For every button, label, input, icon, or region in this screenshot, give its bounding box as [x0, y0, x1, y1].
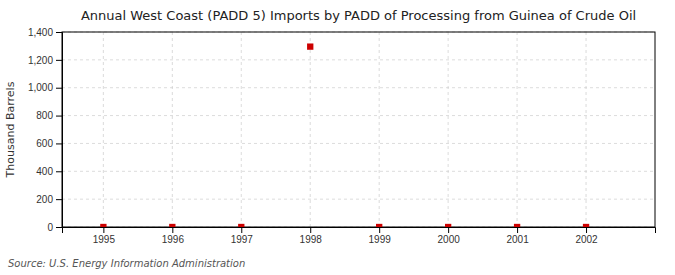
point — [376, 224, 382, 227]
tick: 0 — [47, 222, 62, 233]
grid-line — [62, 171, 655, 172]
axis-line — [63, 228, 656, 234]
grid-line — [62, 59, 655, 60]
point — [169, 224, 175, 227]
grid-line — [62, 115, 655, 116]
chart-svg: 1995 1996 1997 1998 1999 2000 2001 2002 0 200 400 6… — [0, 0, 675, 275]
tick: 1998 — [300, 227, 323, 245]
tick-label: 1995 — [93, 234, 116, 245]
tick: 1,000 — [28, 82, 62, 93]
title: Annual West Coast (PADD 5) Imports by PA… — [81, 8, 636, 23]
grid-line — [62, 87, 655, 88]
tick-mark — [517, 227, 518, 233]
tick-mark — [56, 60, 62, 61]
tick-mark — [241, 227, 242, 233]
grid-line — [62, 199, 655, 200]
grid — [62, 32, 655, 227]
tick-label: 600 — [36, 138, 53, 149]
tick-mark — [56, 116, 62, 117]
tick-mark — [172, 227, 173, 233]
tick: 2001 — [506, 227, 529, 245]
tick-mark — [56, 227, 62, 228]
tick-mark — [448, 227, 449, 233]
tick-label: 1,000 — [28, 82, 53, 93]
tick: 200 — [36, 194, 62, 205]
tick-label: 200 — [36, 194, 53, 205]
tick-mark — [56, 143, 62, 144]
point — [307, 43, 313, 49]
tick-mark — [56, 88, 62, 89]
grid-line — [586, 32, 587, 227]
tick: 1,400 — [28, 27, 62, 38]
tick-label: 1999 — [369, 234, 392, 245]
tick: 1997 — [231, 227, 254, 245]
y-axis: 0 200 400 600 800 1,000 1,200 1,400 — [28, 27, 63, 233]
tick-label: 800 — [36, 110, 53, 121]
tick: 1999 — [369, 227, 392, 245]
tick-label: 2001 — [506, 234, 529, 245]
tick-label: 2000 — [438, 234, 461, 245]
tick-mark — [56, 199, 62, 200]
tick-label: 1,400 — [28, 27, 53, 38]
annotation: Source: U.S. Energy Information Administ… — [8, 258, 245, 269]
point — [238, 224, 244, 227]
tick-mark — [56, 32, 62, 33]
tick-label: 0 — [47, 222, 53, 233]
tick-mark — [56, 171, 62, 172]
grid-line — [172, 32, 173, 227]
tick: 1,200 — [28, 55, 62, 66]
plot-area: 1995 1996 1997 1998 1999 2000 2001 2002 0 200 400 6… — [28, 27, 656, 245]
point — [100, 224, 106, 227]
tick-label: 1998 — [300, 234, 323, 245]
tick-mark — [103, 227, 104, 233]
tick: 600 — [36, 138, 62, 149]
grid-line — [103, 32, 104, 227]
tick-label: 400 — [36, 166, 53, 177]
tick-mark — [586, 227, 587, 233]
tick: 2002 — [575, 227, 598, 245]
y-axis-label: Thousand Barrels — [4, 81, 17, 178]
grid-line — [517, 32, 518, 227]
tick: 1996 — [162, 227, 185, 245]
axis-line — [56, 33, 63, 228]
tick: 2000 — [438, 227, 461, 245]
grid-line — [448, 32, 449, 227]
chart-container: 1995 1996 1997 1998 1999 2000 2001 2002 0 200 400 6… — [0, 0, 675, 275]
grid-line — [62, 143, 655, 144]
points — [100, 43, 589, 227]
grid-line — [310, 32, 311, 227]
tick-mark — [379, 227, 380, 233]
tick-label: 1997 — [231, 234, 254, 245]
tick: 800 — [36, 110, 62, 121]
plot-frame — [62, 32, 655, 227]
tick: 400 — [36, 166, 62, 177]
tick: 1995 — [93, 227, 116, 245]
grid-line — [379, 32, 380, 227]
point — [514, 224, 520, 227]
tick-label: 1,200 — [28, 55, 53, 66]
x-axis: 1995 1996 1997 1998 1999 2000 2001 2002 — [63, 227, 656, 245]
grid-line — [241, 32, 242, 227]
point — [583, 224, 589, 227]
tick-mark — [310, 227, 311, 233]
point — [445, 224, 451, 227]
tick-label: 2002 — [575, 234, 598, 245]
tick-label: 1996 — [162, 234, 185, 245]
